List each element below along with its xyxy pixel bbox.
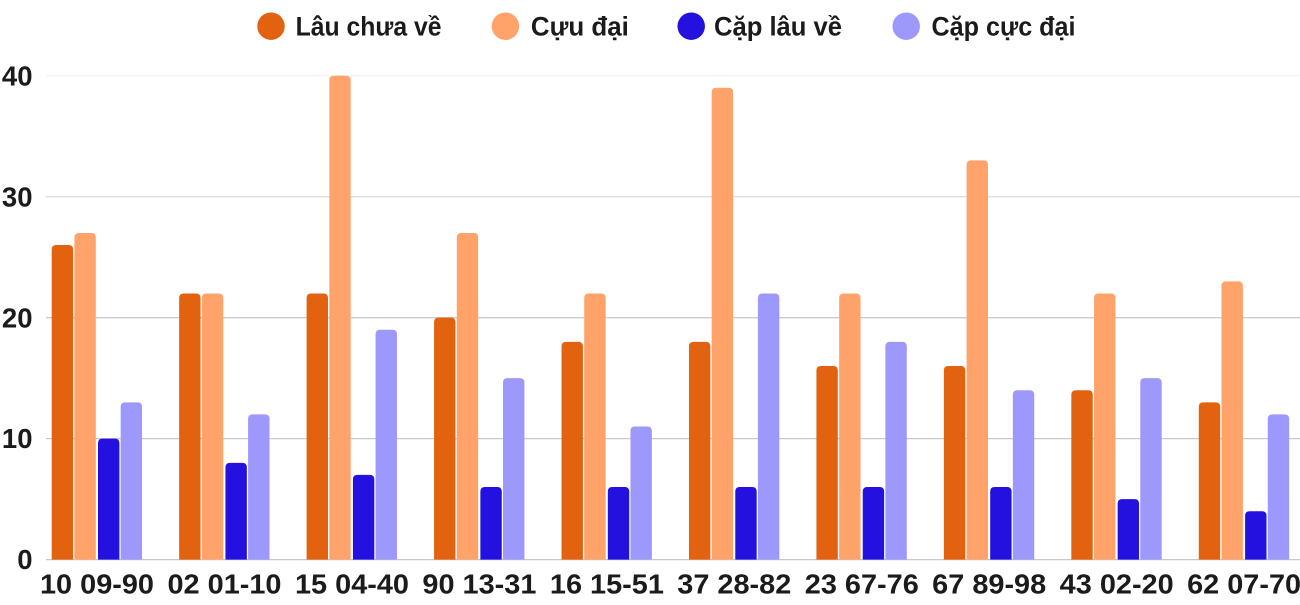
svg-text:Cặp cực đại: Cặp cực đại (932, 11, 1076, 41)
svg-text:90 13-31: 90 13-31 (422, 569, 536, 600)
svg-text:15 04-40: 15 04-40 (295, 569, 409, 600)
svg-text:Cặp lâu về: Cặp lâu về (714, 11, 842, 41)
svg-text:0: 0 (17, 544, 32, 575)
svg-text:10 09-90: 10 09-90 (40, 569, 154, 600)
svg-text:40: 40 (2, 60, 33, 91)
svg-text:Cựu đại: Cựu đại (531, 11, 629, 41)
svg-text:16 15-51: 16 15-51 (550, 569, 664, 600)
svg-text:10: 10 (2, 423, 33, 454)
svg-text:23 67-76: 23 67-76 (805, 569, 919, 600)
svg-text:30: 30 (2, 181, 33, 212)
svg-text:Lâu chưa về: Lâu chưa về (296, 11, 442, 41)
svg-text:67 89-98: 67 89-98 (932, 569, 1046, 600)
svg-text:43 02-20: 43 02-20 (1060, 569, 1174, 600)
svg-text:20: 20 (2, 302, 33, 333)
svg-text:37 28-82: 37 28-82 (677, 569, 791, 600)
svg-text:62 07-70: 62 07-70 (1187, 569, 1300, 600)
svg-text:02 01-10: 02 01-10 (168, 569, 282, 600)
